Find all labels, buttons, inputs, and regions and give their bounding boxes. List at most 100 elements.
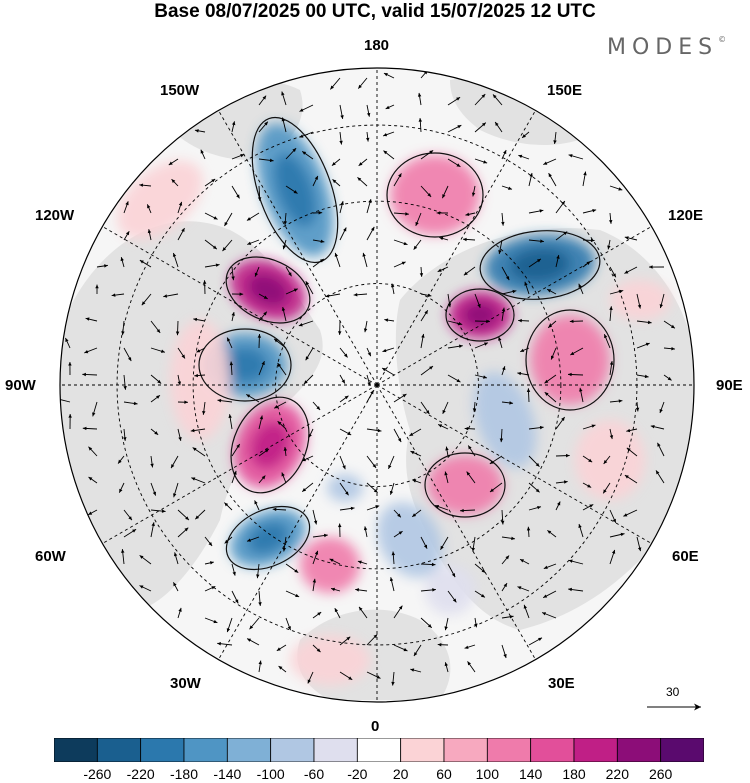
wind-arrow: [366, 199, 372, 214]
wind-arrow: [301, 151, 314, 160]
wind-arrow: [528, 482, 540, 493]
lon-label-150w: 150W: [160, 82, 200, 99]
wind-arrow: [501, 366, 506, 376]
wind-arrow: [283, 446, 288, 457]
wind-arrow: [277, 362, 287, 376]
colorbar-swatch: [530, 738, 575, 762]
wind-arrow: [217, 641, 233, 646]
wind-arrow: [447, 374, 461, 383]
lon-label-120w: 120W: [35, 207, 75, 224]
wind-arrow: [518, 318, 530, 323]
colorbar-swatch: [54, 738, 98, 762]
colorbar-swatch: [96, 738, 142, 762]
wind-arrow: [550, 347, 557, 360]
wind-arrow: [420, 333, 425, 349]
wind-arrow: [123, 428, 127, 441]
wind-arrow: [579, 387, 584, 403]
wind-arrow: [363, 320, 368, 333]
wind-arrow: [191, 477, 206, 484]
wind-arrow: [329, 558, 341, 565]
wind-arrow: [177, 607, 182, 619]
wind-arrow: [528, 425, 544, 430]
wind-arrow: [194, 509, 206, 520]
wind-arrow: [312, 401, 321, 411]
wind-arrow: [501, 615, 514, 619]
wind-arrow: [444, 662, 449, 673]
wind-arrow: [228, 414, 233, 430]
wind-arrow: [517, 586, 530, 592]
wind-arrow: [420, 617, 433, 629]
wind-arrow: [325, 293, 341, 298]
wind-arrow: [498, 336, 503, 349]
wind-arrow: [366, 428, 382, 433]
wind-arrow: [298, 320, 314, 327]
wind-arrow: [474, 122, 487, 133]
wind-arrow: [474, 93, 486, 106]
wind-arrow: [492, 94, 503, 106]
contour-ring: [386, 152, 484, 238]
wind-arrow: [204, 617, 218, 624]
wind-arrow: [553, 131, 557, 145]
wind-arrow: [609, 306, 613, 322]
wind-arrow: [609, 509, 617, 523]
wind-arrow: [393, 605, 403, 619]
wind-arrow: [301, 455, 314, 462]
wind-arrow: [501, 289, 517, 295]
wind-arrow: [528, 258, 542, 268]
wind-arrow: [246, 212, 260, 221]
wind-arrow: [624, 474, 638, 484]
wind-arrow: [382, 347, 395, 353]
wind-arrow: [305, 280, 314, 295]
wind-arrow: [301, 482, 314, 493]
wind-arrow: [87, 509, 98, 516]
wind-arrow: [548, 172, 557, 187]
wind-arrow: [437, 424, 449, 430]
wind-arrow: [358, 606, 368, 619]
wind-arrow: [257, 334, 262, 349]
wind-arrow: [582, 208, 597, 214]
wind-arrow: [200, 149, 206, 160]
wind-arrow: [609, 428, 614, 440]
wind-arrow: [447, 590, 457, 603]
wind-arrow: [474, 293, 481, 309]
wind-arrow: [285, 617, 291, 631]
wind-arrow: [498, 239, 503, 255]
wind-arrow: [434, 504, 449, 511]
wind-arrow: [175, 320, 180, 336]
wind-arrow: [547, 529, 557, 538]
wind-arrow: [437, 642, 449, 647]
wind-arrow: [648, 265, 665, 269]
wind-arrow: [88, 446, 98, 457]
wind-arrow: [177, 201, 183, 214]
wind-arrow: [526, 526, 531, 538]
wind-arrow: [273, 338, 287, 349]
wind-arrow: [224, 212, 233, 227]
wind-arrow: [172, 252, 179, 268]
wind-arrow: [420, 150, 434, 160]
latitude-circle: [192, 200, 562, 570]
wind-arrow: [254, 500, 260, 511]
wind-arrow: [447, 158, 461, 168]
contour-ring: [225, 256, 311, 324]
wind-arrow: [528, 455, 540, 467]
wind-arrow: [285, 288, 298, 295]
wind-arrow: [500, 509, 505, 525]
wind-arrow: [636, 320, 652, 325]
wind-arrow: [393, 644, 408, 652]
wind-arrow: [420, 309, 429, 322]
contour-ring: [230, 396, 310, 494]
wind-arrow: [204, 263, 220, 268]
wind-arrow: [339, 428, 352, 436]
wind-arrow: [582, 455, 593, 463]
wind-arrow: [447, 293, 452, 308]
wind-arrow: [303, 374, 314, 385]
colorbar-tick-label: -260: [83, 766, 112, 782]
wind-arrow: [278, 665, 287, 673]
wind-arrow: [609, 399, 623, 403]
wind-arrow: [381, 367, 395, 376]
wind-arrow: [420, 588, 436, 592]
anomaly-core: [250, 421, 290, 469]
reference-vector-arrow: [647, 703, 701, 711]
wind-arrow: [339, 506, 355, 511]
wind-arrow: [609, 185, 623, 191]
